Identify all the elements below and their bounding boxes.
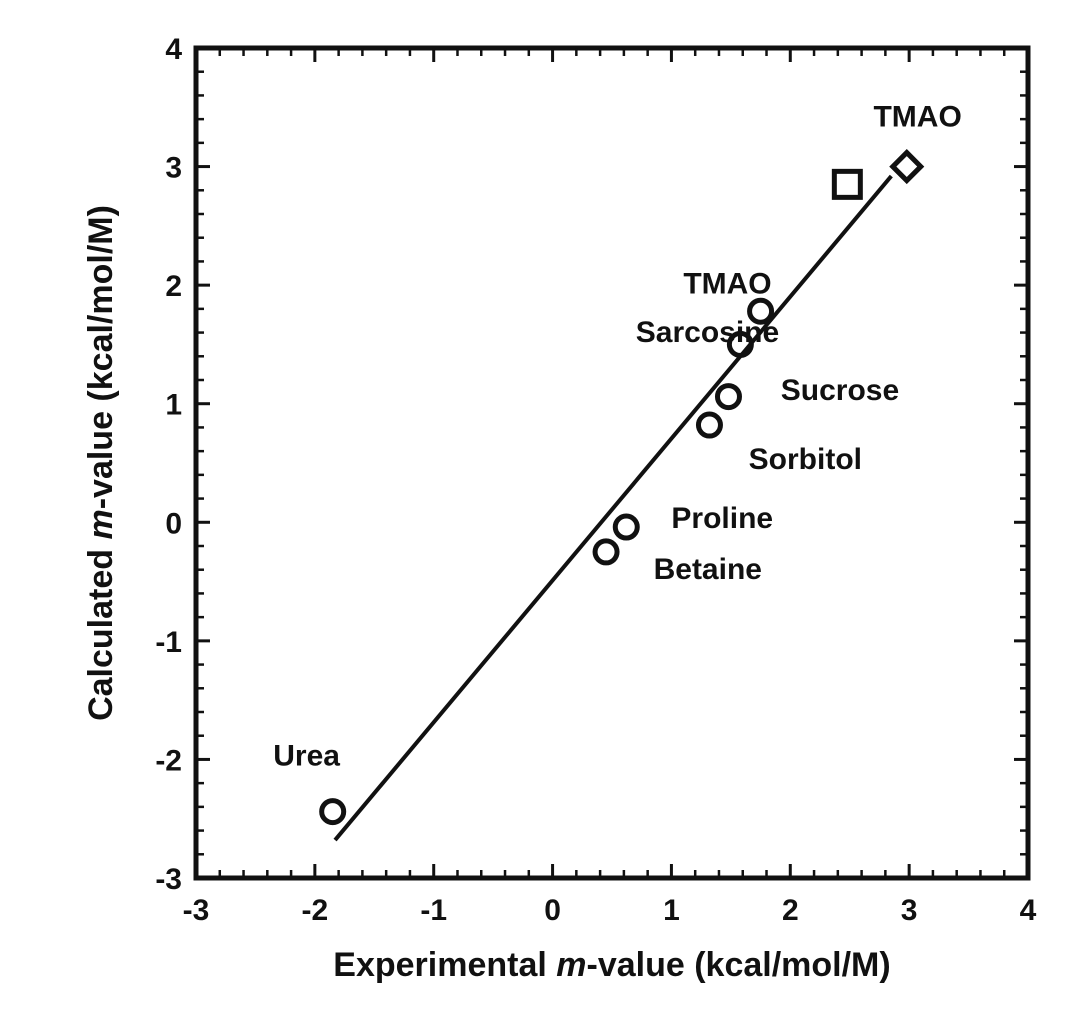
x-axis-label: Experimental m-value (kcal/mol/M) xyxy=(333,946,890,984)
data-point-diamond xyxy=(889,149,925,185)
data-point-circle xyxy=(319,798,347,826)
x-axis-label-italic: m xyxy=(556,946,586,984)
data-point-circle xyxy=(747,297,775,325)
data-point-circle xyxy=(714,383,742,411)
y-tick-label: -1 xyxy=(155,626,182,659)
y-tick-label: -3 xyxy=(155,863,182,896)
x-tick-label: 4 xyxy=(1020,894,1037,927)
x-tick-label: 2 xyxy=(782,894,799,927)
x-tick-label: -2 xyxy=(302,894,329,927)
y-axis-label-italic: m xyxy=(82,509,120,539)
y-tick-label: -2 xyxy=(155,744,182,777)
minor-ticks xyxy=(196,48,1028,878)
x-tick-label: 0 xyxy=(544,894,561,927)
y-tick-labels: -3 -2 -1 0 1 2 3 4 xyxy=(155,33,182,896)
point-label: Betaine xyxy=(654,553,762,586)
y-tick-label: 4 xyxy=(165,33,182,66)
y-tick-label: 0 xyxy=(165,507,182,540)
point-label: Sucrose xyxy=(781,374,899,407)
x-axis-label-after: -value (kcal/mol/M) xyxy=(587,946,891,984)
x-tick-label: -3 xyxy=(183,894,210,927)
annotations: Urea Proline Betaine Sorbitol SucroseSarcosi… xyxy=(273,100,962,772)
data-point-circle xyxy=(592,538,620,566)
data-point-circle xyxy=(695,411,723,439)
point-label: TMAO xyxy=(683,267,771,300)
y-tick-label: 2 xyxy=(165,270,182,303)
y-axis-label: Calculated m-value (kcal/mol/M) xyxy=(82,205,120,721)
y-tick-label: 3 xyxy=(165,152,182,185)
point-label: TMAO xyxy=(873,100,961,133)
point-label: Proline xyxy=(671,502,773,535)
data-point-circle xyxy=(726,330,754,358)
major-ticks xyxy=(194,46,1030,880)
x-tick-labels: -3 -2 -1 0 1 2 3 4 xyxy=(183,894,1037,927)
x-tick-label: 3 xyxy=(901,894,918,927)
x-tick-label: -1 xyxy=(420,894,447,927)
point-label: Sarcosine xyxy=(636,316,779,349)
data-point-square xyxy=(831,168,863,200)
y-tick-label: 1 xyxy=(165,389,182,422)
data-points xyxy=(319,149,925,826)
point-label: Sorbitol xyxy=(749,443,862,476)
y-axis-label-before: Calculated xyxy=(82,540,120,721)
y-axis-label-after: -value (kcal/mol/M) xyxy=(82,205,120,509)
point-label: Urea xyxy=(273,739,340,772)
data-point-circle xyxy=(612,513,640,541)
x-tick-label: 1 xyxy=(663,894,680,927)
x-axis-label-before: Experimental xyxy=(333,946,556,984)
plot-frame xyxy=(193,45,1031,881)
fit-line xyxy=(333,174,893,842)
